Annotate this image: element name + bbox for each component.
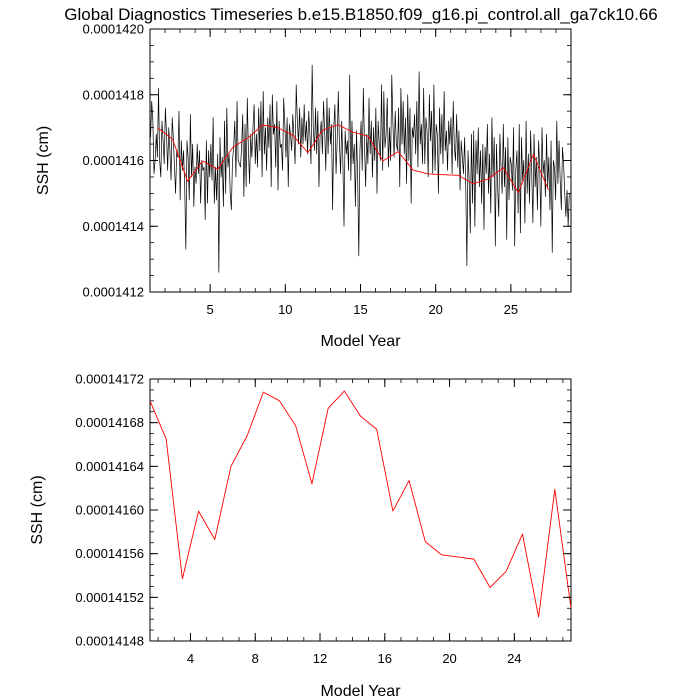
x-tick-label: 20 (428, 302, 442, 317)
bottom-x-axis-label: Model Year (320, 683, 401, 700)
y-tick-label: 0.0001416 (83, 153, 144, 168)
x-tick-label: 5 (207, 302, 214, 317)
y-tick-label: 0.00014172 (75, 372, 144, 387)
x-tick-label: 20 (442, 651, 456, 666)
series-line-monthly (150, 64, 571, 273)
y-tick-label: 0.0001412 (83, 285, 144, 300)
y-tick-label: 0.00014168 (75, 415, 144, 430)
top-x-axis-label: Model Year (320, 333, 401, 350)
y-tick-label: 0.00014152 (75, 590, 144, 605)
top-plot: 5 10 15 20 25 0.0001412 0.0001414 0.0001416 0.00… (35, 22, 572, 350)
x-tick-label: 15 (353, 302, 367, 317)
top-y-axis-label: SSH (cm) (35, 126, 52, 195)
bottom-plot: 4 8 12 16 20 24 0.00014148 0.00014152 0.00014156… (29, 372, 572, 700)
y-tick-label: 0.00014156 (75, 546, 144, 561)
chart-title: Global Diagnostics Timeseries b.e15.B185… (64, 5, 658, 24)
x-tick-label: 12 (313, 651, 327, 666)
y-tick-label: 0.00014164 (75, 459, 144, 474)
x-tick-label: 10 (278, 302, 292, 317)
x-tick-label: 8 (252, 651, 259, 666)
x-tick-label: 4 (187, 651, 194, 666)
y-tick-label: 0.0001414 (83, 219, 144, 234)
y-tick-label: 0.0001420 (83, 22, 144, 37)
bottom-y-axis-label: SSH (cm) (29, 475, 46, 544)
x-tick-label: 24 (507, 651, 521, 666)
y-tick-label: 0.0001418 (83, 87, 144, 102)
x-tick-label: 25 (504, 302, 518, 317)
series-line-annual (157, 124, 549, 194)
series-line-annual (149, 390, 572, 618)
x-tick-label: 16 (378, 651, 392, 666)
bottom-plot-frame (149, 378, 572, 642)
y-tick-label: 0.00014148 (75, 634, 144, 649)
y-tick-label: 0.00014160 (75, 503, 144, 518)
